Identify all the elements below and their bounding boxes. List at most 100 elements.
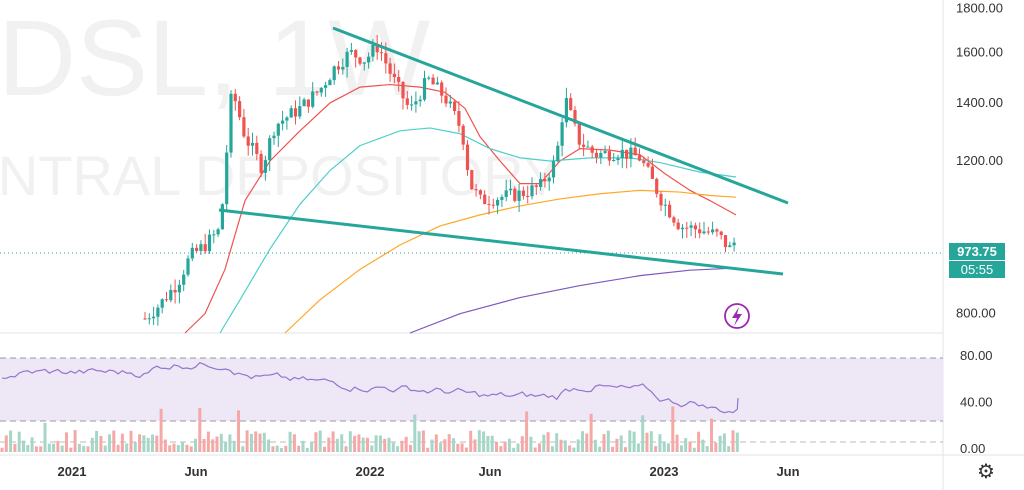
candle-body xyxy=(672,217,676,223)
volume-bar xyxy=(176,444,180,452)
volume-bar xyxy=(142,435,146,452)
volume-bar xyxy=(189,446,193,452)
candle-body xyxy=(470,170,474,190)
volume-bar xyxy=(632,431,636,452)
volume-bar xyxy=(538,443,541,452)
volume-bar xyxy=(146,437,150,452)
candle-body xyxy=(233,93,237,102)
watermark-description: CENTRAL DEPOSITORY xyxy=(0,144,560,207)
candle-body xyxy=(371,45,375,57)
volume-bar xyxy=(151,434,154,452)
candle-body xyxy=(169,289,173,301)
volume-bar xyxy=(473,439,477,452)
rsi-tick-label: 0.00 xyxy=(960,441,985,456)
candle-body xyxy=(156,307,160,317)
volume-bar xyxy=(305,447,309,452)
volume-bar xyxy=(43,422,47,452)
volume-bar xyxy=(198,407,202,452)
volume-bar xyxy=(288,431,292,452)
candle-body xyxy=(693,225,697,230)
volume-bar xyxy=(112,430,116,452)
candle-body xyxy=(341,66,345,70)
candle-body xyxy=(207,234,212,252)
volume-bar xyxy=(671,406,675,452)
volume-bar xyxy=(387,437,391,452)
volume-bar xyxy=(735,432,739,452)
volume-bar xyxy=(172,443,176,452)
candle-body xyxy=(508,188,513,191)
candle-body xyxy=(659,193,663,206)
candle-body xyxy=(332,66,336,81)
candle-body xyxy=(526,195,530,197)
volume-bar xyxy=(722,433,726,452)
volume-bar xyxy=(602,434,606,452)
candle-body xyxy=(173,289,177,293)
candle-body xyxy=(199,244,203,251)
candle-body xyxy=(599,152,603,158)
rsi-line xyxy=(1,362,739,414)
volume-bar xyxy=(434,434,438,452)
volume-bar xyxy=(310,441,314,452)
volume-bar xyxy=(391,442,395,452)
volume-bar xyxy=(374,435,378,452)
volume-bar xyxy=(421,430,425,452)
volume-bar xyxy=(542,434,546,452)
volume-bar xyxy=(181,441,185,452)
volume-bar xyxy=(400,440,404,452)
time-tick-label: Jun xyxy=(478,464,501,479)
candle-body xyxy=(160,299,164,308)
lightning-icon[interactable] xyxy=(724,303,750,329)
candle-body xyxy=(379,52,384,54)
candle-body xyxy=(182,274,186,285)
price-axis[interactable]: 800.00 1200.00 1400.00 1600.00 1800.00 xyxy=(956,0,1003,320)
candle-body xyxy=(349,50,353,52)
candle-body xyxy=(427,77,431,79)
candle-body xyxy=(680,227,685,230)
volume-bar xyxy=(598,446,602,452)
volume-bar xyxy=(503,441,507,452)
volume-bar xyxy=(378,435,382,452)
volume-bar xyxy=(555,433,559,452)
candle-body xyxy=(612,160,616,162)
candle-body xyxy=(521,190,525,196)
price-tick-label: 1600.00 xyxy=(956,45,1003,60)
candle-body xyxy=(453,101,457,112)
volume-bar xyxy=(327,437,331,452)
candle-body xyxy=(255,142,259,154)
volume-bar xyxy=(559,439,563,452)
candle-body xyxy=(362,62,366,64)
candle-body xyxy=(392,73,396,78)
candle-body xyxy=(629,147,633,159)
upper-trendline[interactable] xyxy=(332,26,789,205)
volume-bar xyxy=(490,435,494,452)
volume-bar xyxy=(628,430,632,452)
volume-bar xyxy=(271,446,275,452)
rsi-axis[interactable]: 0.00 40.00 80.00 xyxy=(960,348,993,456)
candle-body xyxy=(152,316,156,319)
candle-body xyxy=(405,98,409,105)
candle-body xyxy=(336,66,341,70)
volume-bar xyxy=(357,434,361,452)
candle-body xyxy=(539,179,543,187)
volume-bar xyxy=(563,440,567,452)
lower-trendline[interactable] xyxy=(218,208,784,276)
volume-bar xyxy=(460,443,464,452)
candle-body xyxy=(418,99,422,102)
volume-bar xyxy=(69,447,73,452)
volume-bar xyxy=(464,447,468,452)
candle-body xyxy=(289,108,293,118)
volume-bar xyxy=(254,431,258,452)
time-axis[interactable]: 2021 Jun 2022 Jun 2023 Jun xyxy=(58,464,800,479)
candle-body xyxy=(147,318,151,320)
candle-body xyxy=(457,111,461,126)
candle-body xyxy=(530,185,534,197)
candle-body xyxy=(375,45,379,53)
candle-body xyxy=(517,190,521,201)
volume-bar xyxy=(125,443,129,452)
gear-icon[interactable]: ⚙ xyxy=(977,461,995,483)
volume-bar xyxy=(409,444,412,452)
volume-bar xyxy=(22,440,25,452)
candle-body xyxy=(719,231,723,236)
candle-body xyxy=(306,99,310,107)
